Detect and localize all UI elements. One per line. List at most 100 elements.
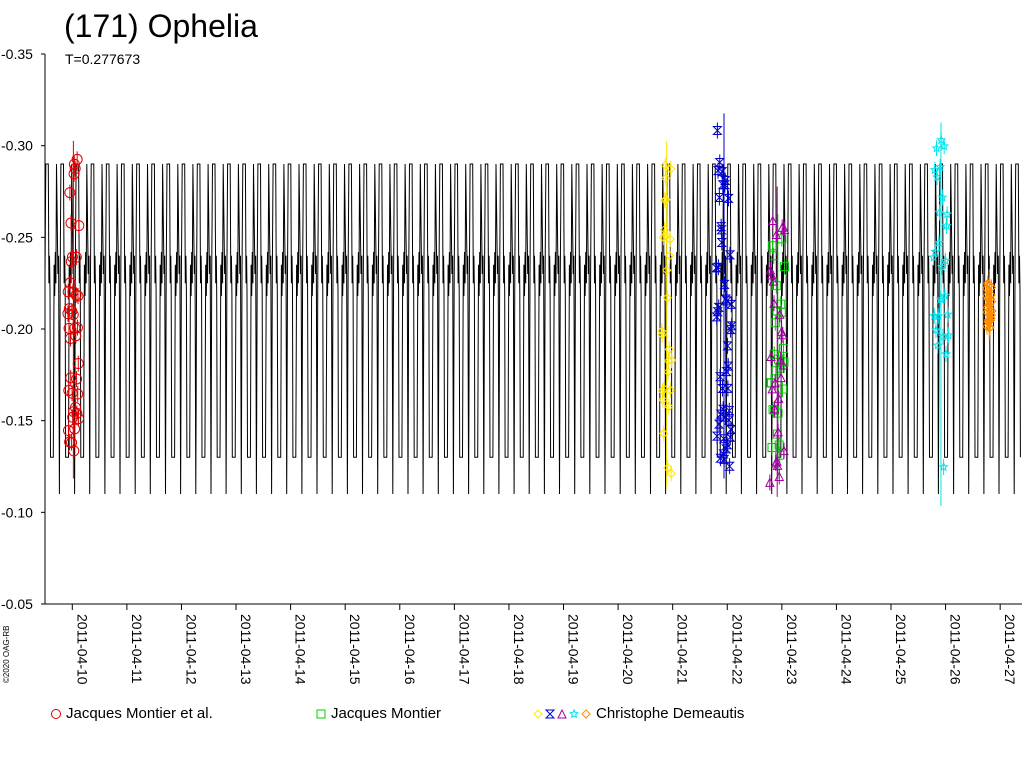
data-point — [719, 279, 730, 289]
data-point — [777, 329, 788, 340]
legend-entry-jacques-montier: Jacques Montier — [315, 705, 441, 722]
x-tick-label: 2011-04-22 — [729, 614, 745, 685]
data-point — [711, 431, 723, 441]
data-point — [66, 437, 78, 449]
legend-symbol-diamond — [581, 708, 591, 719]
data-point — [941, 220, 952, 230]
data-point — [930, 324, 941, 335]
legend-symbol-circle — [51, 708, 61, 719]
data-point — [68, 445, 80, 457]
data-point — [664, 401, 674, 412]
x-tick-label: 2011-04-24 — [838, 614, 854, 685]
legend-symbols — [50, 708, 62, 720]
y-tick-label: -0.30 — [1, 138, 33, 154]
data-point — [659, 428, 669, 439]
data-point — [933, 310, 944, 321]
legend-label: Jacques Montier — [331, 705, 442, 722]
legend-entry-christophe-demeautis: Christophe Demeautis — [532, 705, 744, 722]
data-point — [714, 192, 725, 202]
x-tick-label: 2011-04-25 — [893, 614, 909, 685]
data-point — [722, 341, 733, 351]
data-point — [66, 251, 78, 263]
data-point — [665, 234, 675, 244]
series-0 — [62, 140, 85, 479]
data-point — [718, 434, 730, 444]
x-tick-label: 2011-04-27 — [1002, 614, 1018, 685]
data-point — [722, 383, 734, 393]
legend-entry-jacques-montier-et-al: Jacques Montier et al. — [50, 705, 213, 722]
data-point — [943, 330, 954, 340]
data-point — [71, 373, 83, 385]
data-point — [73, 220, 85, 232]
data-point — [774, 471, 785, 481]
data-point — [723, 193, 734, 203]
data-point — [723, 415, 735, 425]
x-tick-label: 2011-04-16 — [402, 614, 418, 685]
series-5 — [928, 122, 954, 506]
data-point — [65, 372, 77, 384]
data-point — [769, 403, 780, 414]
data-point — [658, 395, 668, 405]
data-point — [71, 153, 83, 165]
data-point — [726, 299, 737, 309]
legend-symbols — [315, 708, 327, 720]
data-point — [934, 207, 945, 217]
data-point — [936, 261, 947, 272]
x-tick-label: 2011-04-12 — [183, 614, 199, 685]
data-point — [69, 402, 81, 414]
data-point — [928, 251, 939, 262]
y-tick-label: -0.25 — [1, 229, 33, 245]
legend-symbol-hourglass — [544, 709, 556, 718]
observation-points — [62, 113, 997, 506]
data-point — [774, 440, 784, 450]
data-point — [713, 302, 724, 312]
data-point — [724, 461, 735, 471]
data-point — [986, 290, 996, 300]
data-point — [769, 298, 779, 308]
data-point — [717, 404, 729, 414]
data-point — [933, 237, 944, 248]
y-tick-label: -0.10 — [1, 504, 33, 520]
data-point — [987, 306, 997, 316]
data-point — [581, 708, 591, 719]
data-point — [660, 160, 671, 170]
y-tick-label: -0.05 — [1, 596, 33, 612]
data-point — [931, 143, 942, 153]
data-point — [780, 262, 790, 272]
chart-subtitle: T=0.277673 — [65, 51, 141, 67]
x-tick-label: 2011-04-23 — [784, 614, 800, 685]
data-point — [767, 443, 777, 453]
data-point — [939, 140, 950, 151]
data-point — [714, 372, 726, 382]
data-point — [666, 468, 676, 479]
data-point — [662, 293, 672, 303]
data-point — [67, 309, 79, 321]
legend-symbols — [532, 708, 592, 720]
data-point — [771, 281, 781, 291]
data-point — [942, 209, 953, 219]
x-tick-label: 2011-04-20 — [620, 614, 636, 685]
data-point — [63, 303, 75, 315]
data-point — [719, 180, 731, 190]
data-point — [660, 173, 671, 184]
data-point — [935, 161, 946, 172]
data-point — [772, 460, 783, 470]
data-point — [940, 348, 952, 359]
series-2 — [657, 140, 677, 488]
data-point — [716, 167, 728, 177]
x-tick-label: 2011-04-11 — [129, 614, 145, 684]
data-point — [533, 708, 543, 719]
data-point — [770, 318, 780, 328]
data-point — [937, 192, 948, 202]
data-point — [69, 423, 81, 435]
data-point — [70, 251, 82, 263]
data-point — [316, 709, 326, 718]
x-tick-label: 2011-04-19 — [566, 614, 582, 685]
legend-symbol-diamond — [533, 708, 543, 719]
legend-symbol-star — [569, 708, 579, 718]
data-point — [775, 309, 785, 319]
data-point — [544, 709, 556, 718]
data-point — [65, 217, 77, 229]
data-point — [73, 413, 85, 425]
data-point — [71, 407, 83, 419]
